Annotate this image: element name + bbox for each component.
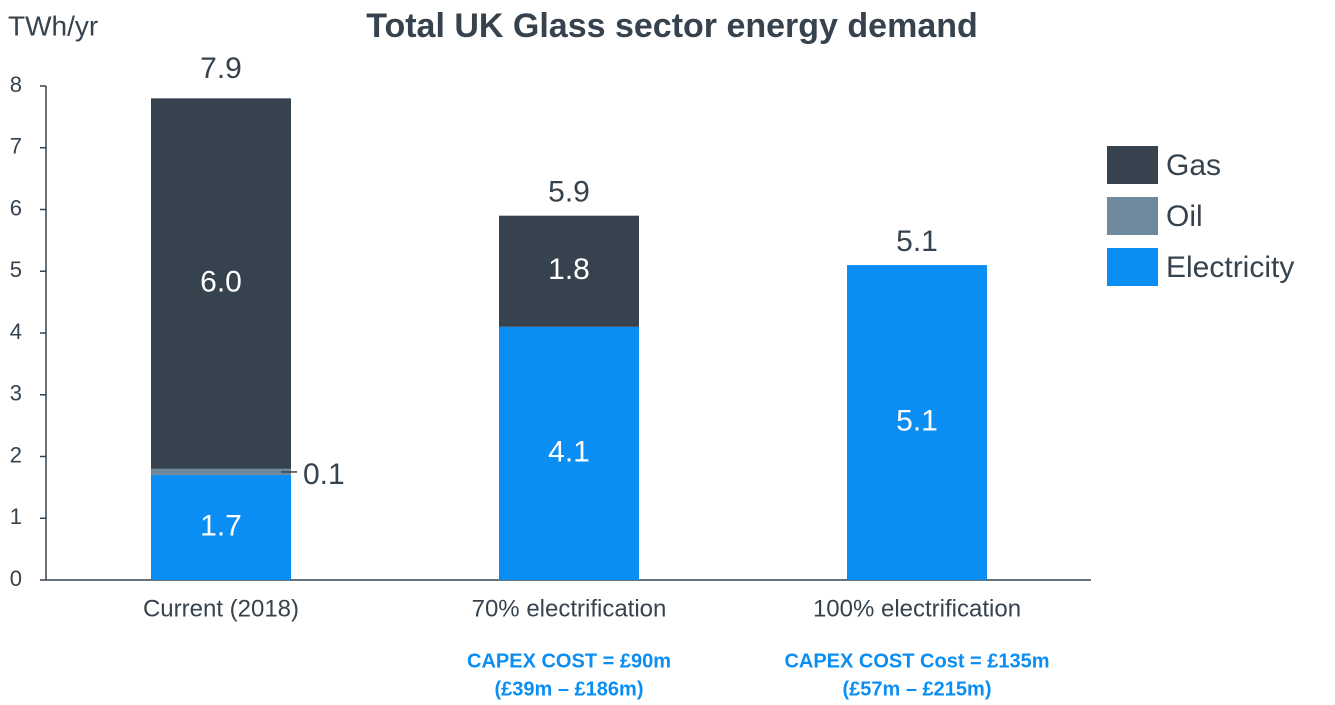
data-label: 4.1 [548, 435, 590, 468]
y-tick-label: 6 [10, 195, 22, 220]
data-label: 1.8 [548, 253, 590, 286]
total-label: 5.9 [548, 176, 590, 209]
y-tick-label: 4 [10, 319, 22, 344]
capex-note: CAPEX COST Cost = £135m [784, 650, 1049, 672]
bar-segment [499, 215, 639, 327]
bar-segment [151, 468, 291, 476]
legend-label: Gas [1166, 149, 1221, 182]
bar-segment [151, 475, 291, 580]
y-tick-label: 3 [10, 381, 22, 406]
legend-swatch [1107, 197, 1158, 235]
y-tick-label: 5 [10, 257, 22, 282]
data-label: 6.0 [200, 266, 242, 299]
chart-title: Total UK Glass sector energy demand [366, 7, 978, 45]
data-label: 5.1 [896, 404, 938, 437]
y-tick-label: 1 [10, 504, 22, 529]
capex-note: (£57m – £215m) [843, 678, 992, 700]
data-label: 1.7 [200, 509, 242, 542]
x-tick-label: 70% electrification [472, 595, 667, 622]
legend-swatch [1107, 146, 1158, 184]
legend-label: Electricity [1166, 251, 1294, 284]
bar-segment [847, 265, 987, 580]
bar-segment [151, 98, 291, 469]
y-axis-title: TWh/yr [8, 10, 98, 41]
x-tick-label: 100% electrification [813, 595, 1021, 622]
legend-label: Oil [1166, 200, 1203, 233]
x-tick-label: Current (2018) [143, 595, 299, 622]
total-label: 5.1 [896, 225, 938, 258]
capex-note: (£39m – £186m) [495, 678, 644, 700]
y-tick-label: 7 [10, 134, 22, 159]
total-label: 7.9 [200, 52, 242, 85]
bar-segment [499, 326, 639, 580]
legend-swatch [1107, 248, 1158, 286]
capex-note: CAPEX COST = £90m [467, 650, 671, 672]
y-tick-label: 2 [10, 442, 22, 467]
data-label: 0.1 [303, 458, 345, 491]
y-tick-label: 0 [10, 566, 22, 591]
y-tick-label: 8 [10, 72, 22, 97]
